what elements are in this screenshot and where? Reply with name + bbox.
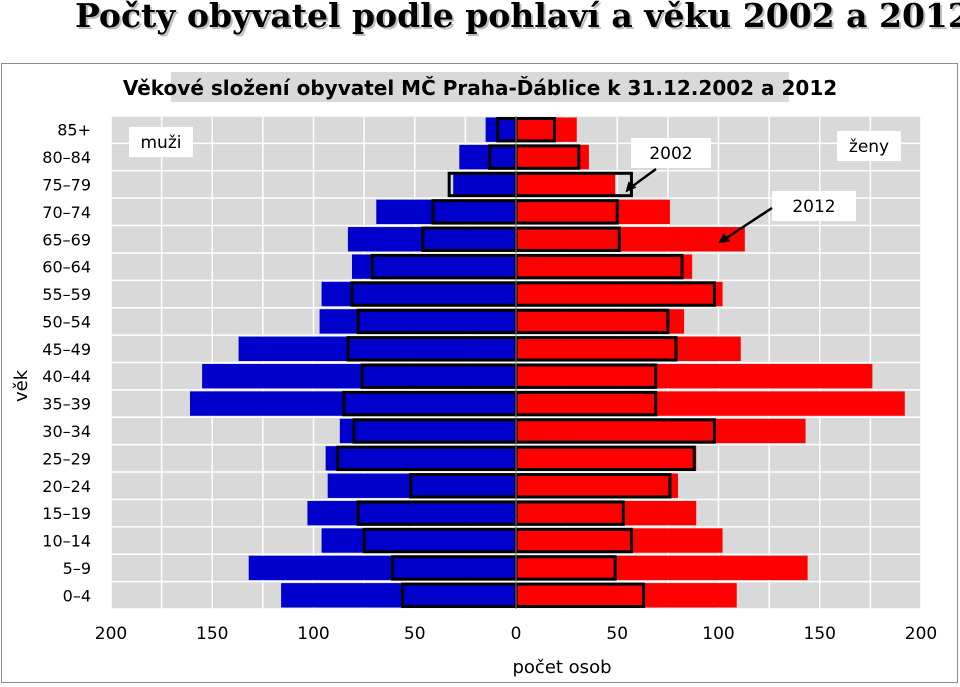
bar-male-2012 — [325, 446, 516, 471]
bar-male-2012 — [376, 199, 516, 225]
category-label: 85+ — [57, 121, 91, 140]
category-label: 80–84 — [42, 148, 91, 167]
bar-male-2012 — [453, 172, 516, 197]
bar-female-2012 — [516, 117, 577, 142]
category-label: 35–39 — [42, 395, 91, 414]
category-label: 15–19 — [42, 504, 91, 523]
x-tick-label: 200 — [95, 624, 127, 644]
bar-male-2012 — [281, 583, 516, 608]
category-label: 20–24 — [42, 477, 91, 496]
bar-male-2012 — [321, 528, 516, 553]
bar-female-2012 — [516, 254, 693, 279]
bar-female-2012 — [516, 281, 723, 307]
category-label: 45–49 — [42, 340, 91, 359]
bar-male-2012 — [319, 309, 516, 334]
bar-male-2012 — [485, 117, 516, 142]
bar-female-2012 — [516, 418, 806, 444]
bar-female-2012 — [516, 199, 670, 225]
annotation-label-box — [772, 191, 856, 221]
category-label: 55–59 — [42, 285, 91, 304]
bar-male-2012 — [339, 418, 516, 444]
x-tick-label: 200 — [905, 624, 937, 644]
bar-female-2012 — [516, 336, 741, 361]
annotation-label-box — [631, 138, 711, 168]
x-axis-title: počet osob — [512, 657, 611, 678]
bar-male-2012 — [307, 500, 516, 526]
legend-label-female: ženy — [849, 137, 889, 157]
x-tick-label: 100 — [702, 624, 734, 644]
x-tick-label: 0 — [511, 624, 522, 644]
bar-female-2012 — [516, 309, 685, 334]
bar-female-2012 — [516, 172, 616, 197]
bar-male-2012 — [327, 473, 516, 498]
bar-male-2012 — [202, 364, 516, 389]
bar-female-2012 — [516, 583, 737, 608]
bar-female-2012 — [516, 446, 697, 471]
legend-label-male: muži — [141, 133, 182, 153]
bar-female-2012 — [516, 227, 745, 252]
category-label: 0–4 — [63, 586, 91, 605]
x-tick-label: 50 — [404, 624, 426, 644]
category-label: 75–79 — [42, 175, 91, 194]
bar-male-2012 — [347, 227, 516, 252]
category-label: 25–29 — [42, 449, 91, 468]
bar-female-2012 — [516, 473, 678, 498]
bar-female-2012 — [516, 391, 905, 416]
chart-title-bg — [171, 72, 789, 102]
category-label: 65–69 — [42, 230, 91, 249]
category-label: 60–64 — [42, 258, 91, 277]
bar-male-2012 — [351, 254, 516, 279]
category-label: 70–74 — [42, 203, 91, 222]
category-label: 10–14 — [42, 532, 91, 551]
annotation-arrowhead — [718, 233, 731, 244]
bar-male-2012 — [189, 391, 516, 416]
annotation-arrowhead — [625, 181, 637, 193]
category-label: 40–44 — [42, 367, 91, 386]
chart-svg: Věkové složení obyvatel MČ Praha-Ďáblice… — [1, 63, 958, 683]
population-pyramid-chart: Věkové složení obyvatel MČ Praha-Ďáblice… — [1, 63, 958, 683]
category-label: 50–54 — [42, 312, 91, 331]
bar-male-2012 — [238, 336, 516, 361]
x-tick-label: 50 — [606, 624, 628, 644]
annotation-label: 2002 — [649, 144, 692, 164]
bar-female-2012 — [516, 364, 873, 389]
annotation-arrow-line — [628, 167, 657, 190]
chart-title: Věkové složení obyvatel MČ Praha-Ďáblice… — [123, 76, 837, 100]
bar-male-2012 — [248, 555, 516, 581]
bar-female-2012 — [516, 144, 589, 170]
category-label: 5–9 — [63, 559, 91, 578]
annotation-arrow-line — [723, 206, 773, 241]
x-tick-label: 150 — [196, 624, 228, 644]
bar-female-2012 — [516, 555, 808, 581]
legend-label-female-box — [837, 131, 901, 161]
y-axis-title: věk — [11, 369, 32, 402]
legend-label-male-box — [129, 127, 193, 157]
bar-female-2012 — [516, 500, 697, 526]
category-label: 30–34 — [42, 422, 91, 441]
bar-male-2012 — [459, 144, 516, 170]
bar-female-2012 — [516, 528, 723, 553]
annotation-label: 2012 — [792, 197, 835, 217]
x-tick-label: 150 — [804, 624, 836, 644]
slide-title: Počty obyvatel podle pohlaví a věku 2002… — [75, 0, 960, 35]
x-tick-label: 100 — [297, 624, 329, 644]
bar-male-2012 — [321, 281, 516, 307]
